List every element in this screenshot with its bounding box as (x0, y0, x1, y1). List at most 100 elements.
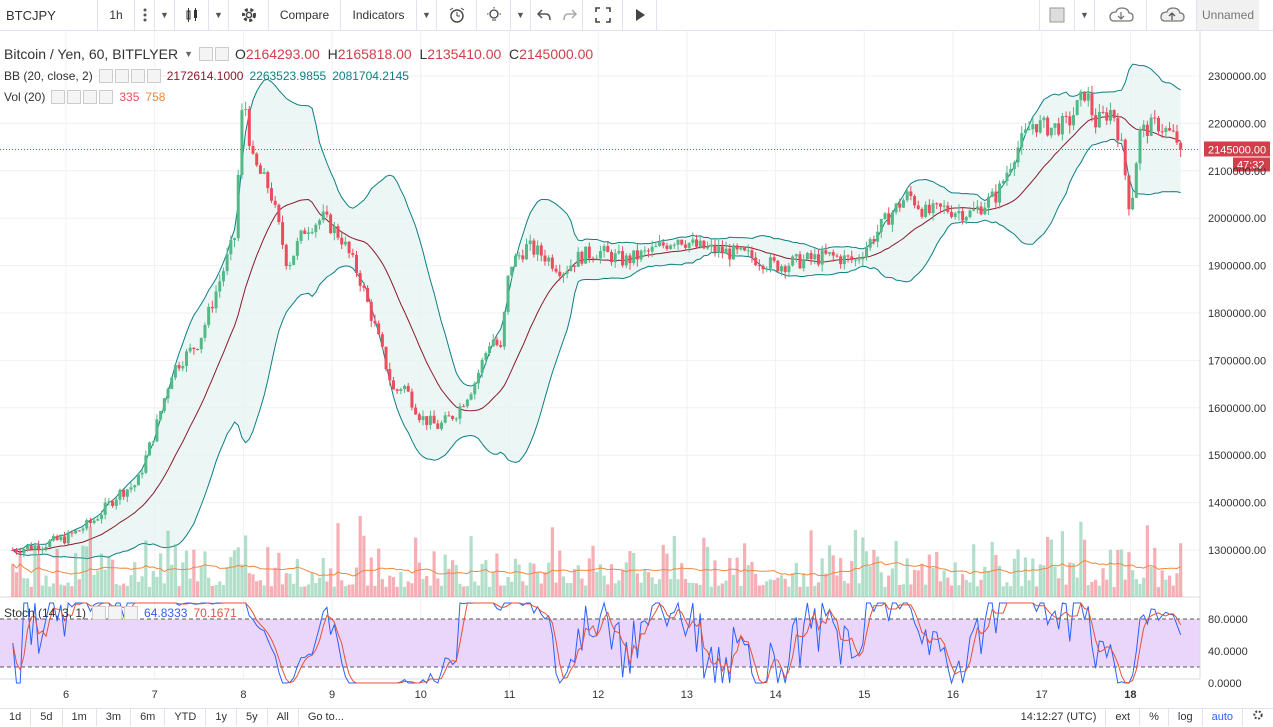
gear-icon[interactable] (108, 606, 123, 620)
interval-button[interactable]: 1h (98, 0, 135, 30)
series-controls[interactable] (198, 47, 229, 61)
vol-controls[interactable] (51, 90, 114, 104)
range-1y[interactable]: 1y (206, 709, 237, 726)
volume-bar (1101, 568, 1105, 597)
close-icon[interactable] (146, 69, 161, 83)
candle-body (210, 306, 214, 309)
close-icon[interactable] (99, 90, 114, 104)
chart-canvas[interactable]: 2145000.00 47:32 2300000.00 2200000.00 2100… (0, 31, 1273, 708)
candle-body (151, 441, 155, 443)
range-3m[interactable]: 3m (97, 709, 132, 726)
layout-dropdown[interactable]: ▼ (1075, 0, 1095, 30)
eye-icon[interactable] (98, 69, 113, 83)
stoch-label[interactable]: Stoch (14, 3, 1) (4, 606, 87, 620)
chart-type-button[interactable] (175, 0, 209, 30)
candle-body (406, 385, 410, 392)
volume-bar (794, 562, 798, 597)
volume-bar (365, 585, 370, 597)
close-icon[interactable] (124, 606, 139, 620)
chart-settings-button[interactable] (1243, 709, 1273, 726)
candle-body (813, 254, 817, 260)
symbol-search[interactable]: BTCJPY (0, 0, 98, 30)
candle-body (144, 455, 148, 473)
volume-bar (262, 585, 266, 597)
volume-bar (901, 584, 906, 597)
range-5d[interactable]: 5d (31, 709, 63, 726)
range-1m[interactable]: 1m (63, 709, 97, 726)
candle-body (935, 203, 939, 205)
volume-bar (846, 583, 850, 597)
fullscreen-button[interactable] (583, 0, 623, 30)
ext-toggle[interactable]: ext (1106, 709, 1141, 726)
delete-icon[interactable] (83, 90, 98, 104)
volume-bar (813, 585, 817, 597)
gear-icon[interactable] (114, 69, 129, 83)
volume-bar (820, 558, 824, 597)
interval-menu-button[interactable] (135, 0, 155, 30)
auto-toggle[interactable]: auto (1203, 709, 1243, 726)
candle-body (584, 246, 588, 264)
chevron-down-icon[interactable]: ▼ (184, 49, 193, 59)
candle-body (698, 240, 702, 247)
percent-toggle[interactable]: % (1140, 709, 1169, 726)
volume-bar (1042, 565, 1046, 597)
layout-name-button[interactable]: Unnamed (1197, 0, 1259, 30)
volume-bar (739, 585, 743, 597)
eye-icon[interactable] (92, 606, 107, 620)
templates-button[interactable] (477, 0, 511, 30)
chart-type-dropdown[interactable]: ▼ (209, 0, 229, 30)
goto-button[interactable]: Go to... (307, 711, 344, 723)
alert-button[interactable] (437, 0, 477, 30)
candle-body (233, 238, 237, 240)
layout-button[interactable] (1039, 0, 1075, 30)
clock[interactable]: 14:12:27 (UTC) (1012, 709, 1107, 726)
undo-button[interactable] (531, 0, 557, 30)
candle-body (203, 324, 207, 338)
range-ytd[interactable]: YTD (165, 709, 207, 726)
log-toggle[interactable]: log (1169, 709, 1203, 726)
candle-body (632, 250, 636, 264)
bb-upper-value: 2263523.9855 (249, 69, 327, 83)
time-tick-label: 9 (329, 689, 335, 701)
indicators-button[interactable]: Indicators (341, 0, 417, 30)
load-cloud-button[interactable] (1095, 0, 1147, 30)
candle-body (288, 264, 292, 267)
eye-icon[interactable] (198, 47, 213, 61)
gear-icon[interactable] (67, 90, 82, 104)
bb-label[interactable]: BB (20, close, 2) (4, 69, 93, 83)
symbol-title[interactable]: Bitcoin / Yen, 60, BITFLYER (4, 46, 179, 62)
bb-controls[interactable] (98, 69, 161, 83)
settings-button[interactable] (229, 0, 269, 30)
price-tick-label: 1400000.00 (1208, 498, 1266, 510)
save-cloud-button[interactable] (1147, 0, 1197, 30)
indicators-dropdown[interactable]: ▼ (417, 0, 437, 30)
volume-bar (62, 585, 67, 597)
candle-body (761, 265, 765, 270)
eye-icon[interactable] (51, 90, 66, 104)
replay-button[interactable] (623, 0, 657, 30)
candle-body (728, 248, 732, 260)
volume-bar (499, 585, 503, 597)
stoch-controls[interactable] (92, 606, 139, 620)
range-6m[interactable]: 6m (131, 709, 166, 726)
candle-body (565, 270, 569, 274)
volume-bar (665, 553, 669, 597)
volume-bar (657, 579, 662, 597)
delete-icon[interactable] (130, 69, 145, 83)
compare-button[interactable]: Compare (269, 0, 341, 30)
range-1d[interactable]: 1d (0, 709, 32, 726)
volume-bar (70, 586, 74, 597)
candle-body (362, 285, 366, 288)
candle-body (1001, 181, 1005, 184)
ohlc-values: O2164293.00 H2165818.00 L2135410.00 C214… (235, 46, 593, 62)
range-all[interactable]: All (268, 709, 299, 726)
templates-dropdown[interactable]: ▼ (511, 0, 531, 30)
gear-icon[interactable] (214, 47, 229, 61)
interval-dropdown[interactable]: ▼ (155, 0, 175, 30)
volume-bar (935, 552, 939, 597)
volume-bar (432, 551, 436, 597)
vol-label[interactable]: Vol (20) (4, 90, 46, 104)
candle-body (314, 224, 318, 233)
redo-button[interactable] (557, 0, 583, 30)
range-5y[interactable]: 5y (237, 709, 268, 726)
